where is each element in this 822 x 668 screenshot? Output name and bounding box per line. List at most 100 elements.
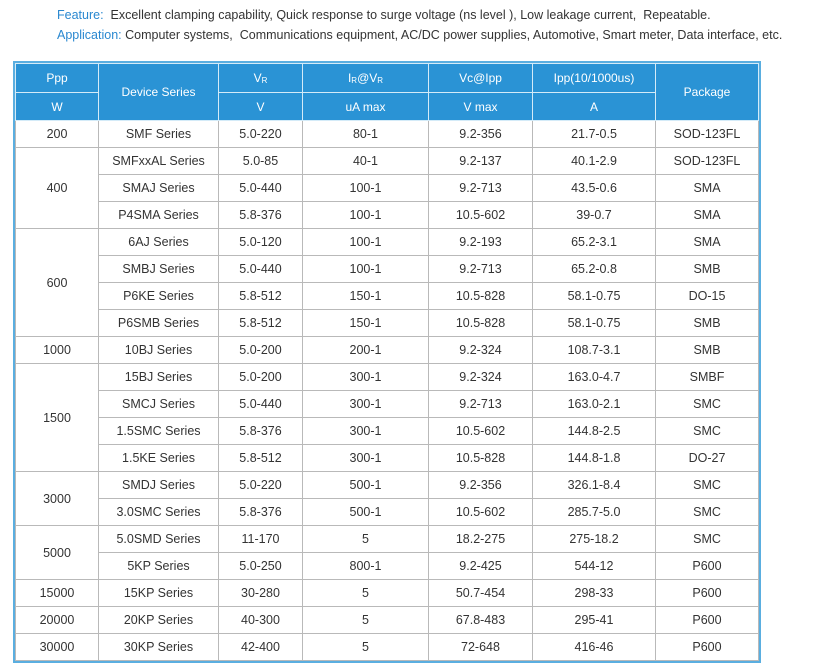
- table-row: 1000 10BJ Series 5.0-200 200-1 9.2-324 108.7-…: [15, 336, 759, 364]
- header-text: I: [347, 71, 352, 85]
- table-cell: 3.0SMC Series: [98, 498, 219, 526]
- table-cell: 144.8-2.5: [532, 417, 656, 445]
- column-unit: V: [218, 92, 303, 121]
- table-row: 3000 SMDJ Series 5.0-220 500-1 9.2-356 326.1-…: [15, 471, 759, 526]
- table-cell: 100-1: [302, 228, 429, 256]
- table-cell: SOD-123FL: [655, 120, 759, 148]
- table-cell: 5.8-376: [218, 417, 303, 445]
- power-cell: 1500: [15, 363, 99, 472]
- column-unit: uA max: [302, 92, 429, 121]
- table-row: P4SMA Series 5.8-376 100-1 10.5-602 39-0.7 SM…: [16, 201, 759, 229]
- table-row: 5000 5.0SMD Series 11-170 5 18.2-275 275-18.2…: [15, 525, 759, 580]
- table-cell: 5.0-250: [218, 552, 303, 580]
- table-row: 1500 15BJ Series 5.0-200 300-1 9.2-324 163.0-…: [15, 363, 759, 472]
- table-row: 5KP Series 5.0-250 800-1 9.2-425 544-12 P600: [16, 552, 759, 580]
- table-cell: 108.7-3.1: [532, 336, 656, 364]
- table-cell: P600: [655, 552, 759, 580]
- table-cell: 5.0-120: [218, 228, 303, 256]
- table-row: 600 6AJ Series 5.0-120 100-1 9.2-193 65.2-3.1…: [15, 228, 759, 337]
- table-cell: 6AJ Series: [98, 228, 219, 256]
- table-cell: DO-27: [655, 444, 759, 472]
- table-cell: 300-1: [302, 363, 429, 391]
- header-text: Ipp(10/1000us): [553, 71, 635, 85]
- table-cell: 67.8-483: [428, 606, 533, 634]
- power-cell: 400: [15, 147, 99, 229]
- table-cell: 10.5-828: [428, 444, 533, 472]
- spec-table: Ppp Device Series VR IR@VR Vc@Ipp Ipp(10/1000…: [13, 61, 761, 663]
- table-cell: 5: [302, 525, 429, 553]
- column-unit: W: [15, 92, 99, 121]
- table-cell: SMC: [655, 417, 759, 445]
- table-cell: SMC: [655, 525, 759, 553]
- header-text: Device Series: [121, 85, 196, 99]
- table-cell: 144.8-1.8: [532, 444, 656, 472]
- header-text: R: [261, 76, 268, 85]
- table-cell: 9.2-356: [428, 120, 533, 148]
- table-cell: 30-280: [218, 579, 303, 607]
- table-cell: 5.0-200: [218, 363, 303, 391]
- power-cell: 3000: [15, 471, 99, 526]
- table-cell: 5.8-512: [218, 444, 303, 472]
- header-text: Vc@Ipp: [459, 71, 502, 85]
- column-header: Device Series: [98, 63, 219, 121]
- table-cell: SMB: [655, 336, 759, 364]
- table-cell: 9.2-713: [428, 390, 533, 418]
- table-row: 20000 20KP Series 40-300 5 67.8-483 295-41 P60…: [15, 606, 759, 634]
- table-cell: P4SMA Series: [98, 201, 219, 229]
- table-cell: 9.2-713: [428, 174, 533, 202]
- table-cell: 80-1: [302, 120, 429, 148]
- table-row: SMCJ Series 5.0-440 300-1 9.2-713 163.0-2.1 S…: [16, 390, 759, 418]
- column-header: VR: [218, 63, 303, 93]
- table-cell: 100-1: [302, 201, 429, 229]
- table-cell: 20KP Series: [98, 606, 219, 634]
- table-cell: 9.2-324: [428, 336, 533, 364]
- table-cell: 295-41: [532, 606, 656, 634]
- header-text: R: [377, 76, 384, 85]
- application-label: Application:: [57, 28, 122, 42]
- table-cell: SOD-123FL: [655, 147, 759, 175]
- table-cell: 285.7-5.0: [532, 498, 656, 526]
- table-cell: 10.5-828: [428, 309, 533, 337]
- table-row: 3.0SMC Series 5.8-376 500-1 10.5-602 285.7-5…: [16, 498, 759, 526]
- table-row: 400 SMFxxAL Series 5.0-85 40-1 9.2-137 40.1-2…: [15, 147, 759, 229]
- table-cell: 544-12: [532, 552, 656, 580]
- table-cell: 5.0-220: [218, 471, 303, 499]
- table-row: 30000 30KP Series 42-400 5 72-648 416-46 P600: [15, 633, 759, 661]
- table-cell: SMC: [655, 390, 759, 418]
- table-row: 200 SMF Series 5.0-220 80-1 9.2-356 21.7-0.5 S…: [15, 120, 759, 148]
- table-cell: 300-1: [302, 417, 429, 445]
- table-cell: 275-18.2: [532, 525, 656, 553]
- table-cell: 9.2-324: [428, 363, 533, 391]
- table-cell: SMBJ Series: [98, 255, 219, 283]
- table-cell: 43.5-0.6: [532, 174, 656, 202]
- table-cell: 100-1: [302, 255, 429, 283]
- application-line: Application: Computer systems, Communica…: [57, 28, 782, 42]
- table-cell: 298-33: [532, 579, 656, 607]
- table-row: SMBJ Series 5.0-440 100-1 9.2-713 65.2-0.8 SM…: [16, 255, 759, 283]
- table-cell: 5.0-440: [218, 255, 303, 283]
- table-cell: 39-0.7: [532, 201, 656, 229]
- table-cell: 5: [302, 633, 429, 661]
- table-cell: 9.2-137: [428, 147, 533, 175]
- table-cell: P600: [655, 633, 759, 661]
- table-cell: 10.5-602: [428, 498, 533, 526]
- table-cell: P6SMB Series: [98, 309, 219, 337]
- table-row: 15000 15KP Series 30-280 5 50.7-454 298-33 P60…: [15, 579, 759, 607]
- column-header: Package: [655, 63, 759, 121]
- table-cell: 200-1: [302, 336, 429, 364]
- table-cell: 326.1-8.4: [532, 471, 656, 499]
- power-cell: 15000: [15, 579, 99, 607]
- table-cell: SMBF: [655, 363, 759, 391]
- table-cell: 1.5SMC Series: [98, 417, 219, 445]
- table-cell: SMA: [655, 174, 759, 202]
- table-cell: 150-1: [302, 309, 429, 337]
- table-cell: 10.5-602: [428, 417, 533, 445]
- table-cell: SMAJ Series: [98, 174, 219, 202]
- header-text: Package: [683, 85, 731, 99]
- table-cell: 5.8-376: [218, 201, 303, 229]
- table-cell: 9.2-356: [428, 471, 533, 499]
- table-row: 1.5KE Series 5.8-512 300-1 10.5-828 144.8-1.…: [16, 444, 759, 472]
- table-cell: SMFxxAL Series: [98, 147, 219, 175]
- header-text: @V: [357, 71, 378, 85]
- table-row: P6SMB Series 5.8-512 150-1 10.5-828 58.1-0.7…: [16, 309, 759, 337]
